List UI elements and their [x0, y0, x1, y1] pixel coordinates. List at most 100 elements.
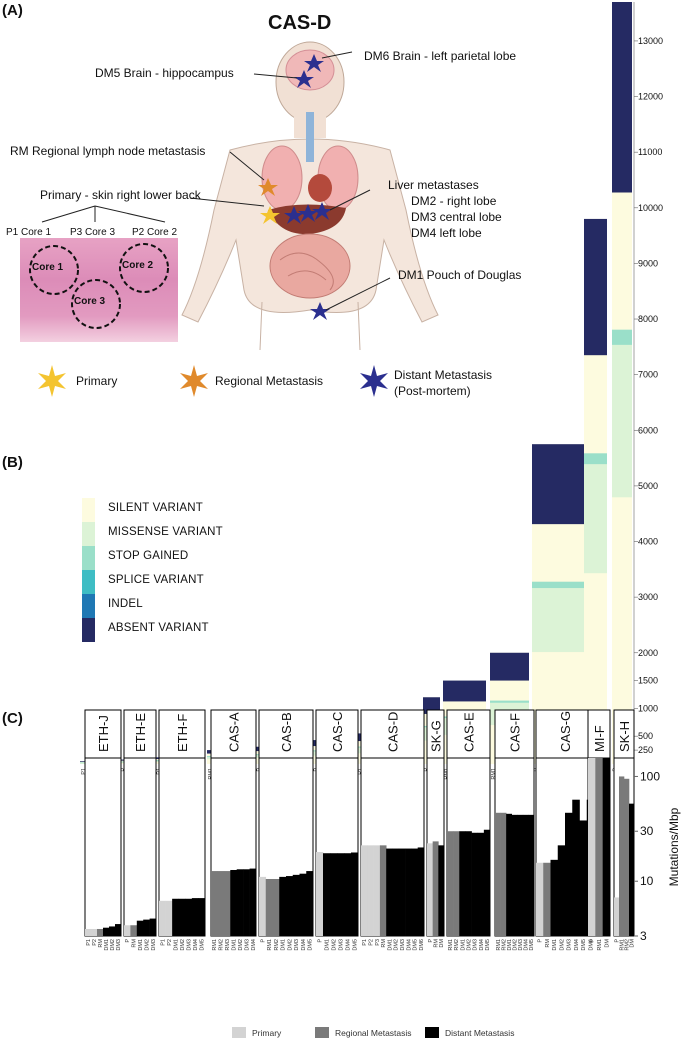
bar-sample-label: RM2 — [274, 939, 280, 951]
heatmap-tick-label: 500 — [638, 731, 653, 741]
bar-sample-label: P1 — [160, 939, 166, 946]
bar-rm — [379, 845, 387, 936]
bar-dm3 — [149, 918, 157, 936]
bar-rm2 — [272, 878, 280, 936]
bar-sample-label: DM4 — [524, 939, 530, 951]
core-label-p3: P3 Core 3 — [70, 227, 116, 238]
bar-sample-label: DM1 — [232, 939, 238, 951]
bar-sample-label: DM3 — [473, 939, 479, 951]
bar-dm1 — [386, 848, 393, 936]
bar-panel-cas-d: CAS-D P1 P2 P3 RM DM1 DM2 DM3 DM4 DM5 DM6 — [360, 709, 425, 951]
bar-y-axis-label: Mutations/Mbp — [667, 807, 681, 886]
bar-sample-label: RM2 — [454, 939, 460, 951]
bar-panel-mi-f: MI-F P RM1 DM — [587, 709, 611, 951]
bar-panel-title: SK-G — [429, 720, 444, 752]
bar-rm1 — [265, 878, 273, 936]
bar-dm2 — [109, 926, 116, 936]
bar-tick-label: 3 — [640, 929, 647, 943]
bar-dm5 — [483, 829, 491, 936]
bar-sample-label: DM2 — [394, 939, 400, 951]
bar-p — [316, 852, 324, 936]
bar-sample-label: DM2 — [513, 939, 519, 951]
heatmap-tick-label: 3000 — [638, 592, 658, 602]
bar-p1 — [361, 845, 368, 936]
bar-sample-label: RM — [434, 939, 440, 948]
bar-panel-title: MI-F — [592, 725, 607, 752]
bar-p1 — [85, 928, 92, 936]
label-liver-2: DM3 central lobe — [411, 210, 502, 224]
bar-sample-label: DM2 — [238, 939, 244, 951]
bar-tick-label: 100 — [640, 769, 660, 783]
bar-dm3 — [115, 924, 122, 936]
heatmap-stop — [490, 700, 529, 703]
bar-sample-label: DM2 — [332, 939, 338, 951]
bar-sample-label: P2 — [368, 939, 374, 946]
bar-sample-label: DM1 — [325, 939, 331, 951]
heatmap-tick-label: 8000 — [638, 314, 658, 324]
bar-rm1 — [495, 812, 501, 936]
bar-dm1 — [459, 831, 466, 936]
bar-p3 — [373, 845, 381, 936]
bar-panel-header — [258, 709, 314, 759]
heatmap-stop — [584, 453, 607, 465]
bar-sample-label: DM3 — [518, 939, 524, 951]
bar-dm2 — [465, 831, 472, 936]
bar-sample-label: DM1 — [507, 939, 513, 951]
bar-sample-label: RM1 — [448, 939, 454, 951]
label-liver-1: DM2 - right lobe — [411, 194, 497, 208]
bar-sample-label: DM3 — [339, 939, 345, 951]
bar-panel-cas-c: CAS-C P DM1 DM2 DM3 DM4 DM5 — [315, 709, 359, 951]
bar-sample-label: P2 — [167, 939, 173, 946]
bar-sample-label: RM — [98, 939, 104, 948]
histo-core-1: Core 1 — [32, 262, 64, 273]
bar-rm — [543, 862, 551, 936]
bar-sample-label: P — [125, 939, 131, 943]
core-tree — [41, 205, 166, 223]
bar-p — [427, 843, 433, 936]
bar-panel-title: ETH-E — [133, 713, 148, 752]
heatmap-tick-label: 12000 — [638, 92, 663, 102]
bar-sample-label: RM3 — [225, 939, 231, 951]
label-primary: Primary - skin right lower back — [40, 188, 201, 202]
bar-legend-label: Primary — [252, 1028, 282, 1038]
bar-dm4 — [299, 873, 307, 936]
core-label-p1: P1 Core 1 — [6, 227, 52, 238]
bar-rm — [432, 841, 439, 936]
bar-panel-title: ETH-J — [96, 715, 111, 752]
bar-p2 — [367, 845, 374, 936]
bar-panel-header — [535, 709, 595, 759]
bar-tick-label: 10 — [640, 874, 654, 888]
bar-dm — [629, 803, 635, 936]
heatmap-sample-label: RM1 — [491, 768, 497, 780]
regional-star-icon — [180, 365, 208, 397]
label-dm6: DM6 Brain - left parietal lobe — [364, 49, 517, 63]
bar-dm4 — [405, 848, 412, 936]
bar-sample-label: RM1 — [496, 939, 502, 951]
bar-dm1 — [103, 927, 110, 936]
bar-sample-label: DM2 — [144, 939, 150, 951]
bar-dm4 — [191, 898, 199, 936]
bar-dm — [602, 758, 611, 936]
bar-sample-label: DM1 — [460, 939, 466, 951]
primary-star-icon — [38, 365, 66, 397]
bar-p — [124, 925, 131, 936]
bar-p2 — [91, 928, 98, 936]
bar-dm3 — [517, 814, 524, 936]
bar-panel-frame — [123, 757, 157, 937]
bar-dm5 — [528, 814, 535, 936]
bar-panel-title: CAS-E — [462, 712, 477, 752]
heatmap-block-sk-h — [612, 2, 632, 764]
bar-sample-label: DM1 — [104, 939, 110, 951]
bar-panel-header — [123, 709, 157, 759]
bar-panel-sk-h: SK-H P RM1 RM2 DM — [613, 709, 636, 951]
bar-dm3 — [565, 812, 573, 936]
bar-panel-eth-e: ETH-E P RM DM1 DM2 DM3 — [123, 709, 157, 951]
heatmap-tick-label: 7000 — [638, 370, 658, 380]
bar-sample-label: DM2 — [287, 939, 293, 951]
bar-panel-title: CAS-G — [558, 711, 573, 752]
bar-dm2 — [178, 898, 186, 936]
bar-legend-label: Distant Metastasis — [445, 1028, 514, 1038]
legend-distant-sub: (Post-mortem) — [394, 384, 471, 398]
